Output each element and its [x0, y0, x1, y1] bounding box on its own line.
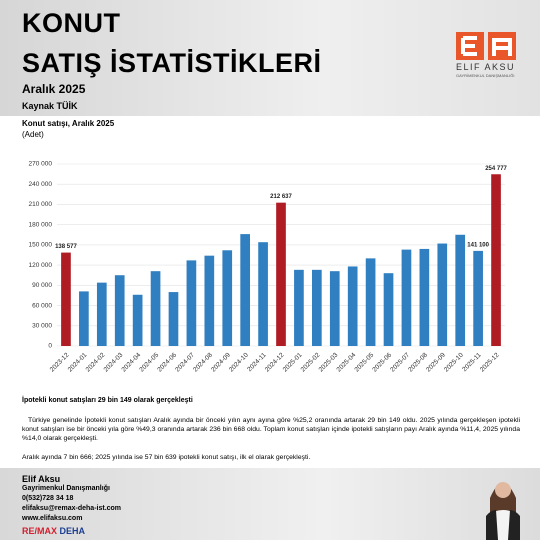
bar [132, 294, 143, 346]
bar [240, 234, 250, 346]
bar [347, 266, 358, 346]
y-tick-label: 180 000 [29, 221, 53, 228]
bar [419, 248, 430, 346]
y-tick-label: 90 000 [32, 282, 52, 289]
bar [455, 234, 466, 346]
bar [204, 255, 215, 346]
value-label: 138 577 [55, 244, 77, 250]
y-tick-label: 0 [48, 343, 52, 350]
footer-website: www.elifaksu.com [22, 515, 83, 522]
logo-mark [456, 32, 516, 60]
header-bg [0, 0, 540, 116]
footer-role: Gayrimenkul Danışmanlığı [22, 485, 110, 492]
bar [222, 250, 233, 346]
footer-email: elifaksu@remax-deha-ist.com [22, 505, 122, 512]
y-tick-label: 270 000 [29, 161, 53, 168]
bar [294, 269, 304, 346]
bar [150, 271, 161, 346]
footer-name: Elif Aksu [22, 474, 61, 484]
brand: RE/MAX [22, 526, 58, 536]
x-tick-label: 2024-10 [228, 351, 250, 373]
bar [114, 275, 125, 346]
bar [437, 243, 448, 346]
source: Kaynak TÜİK [22, 101, 78, 111]
bar [61, 252, 71, 346]
logo-tagline: GAYRİMENKUL DANIŞMANLIĞI [456, 73, 515, 78]
bar [329, 271, 340, 346]
footer-phone: 0(532)728 34 18 [22, 495, 74, 502]
bar [365, 258, 376, 346]
subtitle: Aralık 2025 [22, 82, 86, 96]
bar [96, 282, 107, 346]
chart: Konut satışı, Aralık 2025 (Adet) 0 30 000… [22, 119, 508, 373]
office: DEHA [59, 526, 86, 536]
y-tick-label: 60 000 [32, 302, 52, 309]
text-heading: İpotekli konut satışları 29 bin 149 olar… [22, 397, 193, 404]
y-tick-label: 240 000 [29, 181, 53, 188]
paragraph: Aralık ayında 7 bin 666; 2025 yılında is… [22, 454, 311, 461]
bar [312, 269, 322, 346]
portrait [486, 482, 520, 540]
bar [79, 291, 89, 346]
bar [168, 292, 179, 346]
value-label: 141 100 [467, 242, 489, 248]
logo-name: ELIF AKSU [456, 62, 516, 72]
value-label: 212 637 [270, 194, 292, 200]
y-tick-label: 150 000 [29, 242, 53, 249]
bar [276, 202, 286, 346]
y-tick-label: 210 000 [29, 201, 53, 208]
bar [186, 260, 197, 346]
title-line: SATIŞ İSTATİSTİKLERİ [22, 48, 322, 78]
footer-brand: RE/MAX DEHA [22, 526, 85, 536]
x-tick-label: 2025-10 [443, 351, 465, 373]
y-tick-label: 120 000 [29, 262, 53, 269]
paragraph: Türkiye genelinde İpotekli konut satışla… [22, 417, 520, 442]
bar [473, 250, 483, 346]
value-label: 254 777 [485, 166, 507, 172]
footer-bg [0, 468, 540, 540]
chart-subtitle: (Adet) [22, 130, 44, 139]
title-line: KONUT [22, 8, 121, 38]
bar [491, 174, 501, 346]
x-tick-label: 2025-12 [479, 351, 501, 373]
bar [401, 249, 412, 346]
y-tick-label: 30 000 [32, 322, 52, 329]
bar [383, 273, 394, 346]
bar [258, 242, 268, 346]
chart-title: Konut satışı, Aralık 2025 [22, 119, 115, 128]
